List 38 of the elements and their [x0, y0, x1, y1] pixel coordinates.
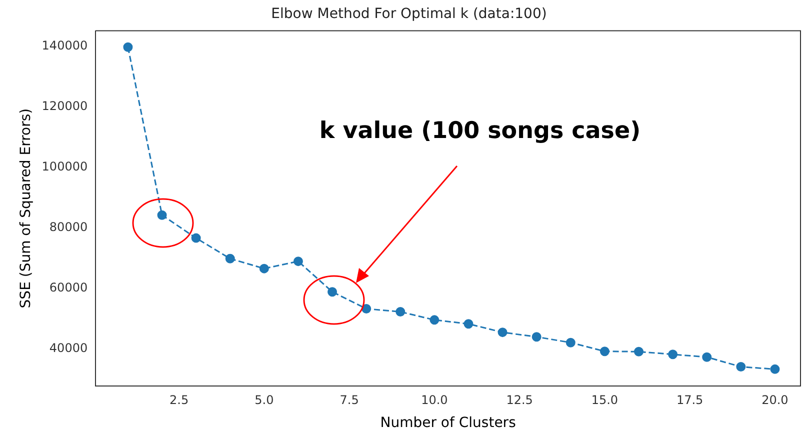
y-tick-label: 140000 — [42, 38, 88, 53]
x-axis-title: Number of Clusters — [380, 415, 516, 432]
point — [157, 210, 167, 220]
point — [770, 364, 780, 374]
annotation: k value (100 songs case) — [319, 118, 641, 144]
x-tick-label: 5.0 — [254, 393, 274, 408]
point — [498, 328, 508, 338]
point — [259, 264, 269, 274]
point — [702, 352, 712, 362]
x-tick-label: 17.5 — [676, 393, 704, 408]
point — [293, 256, 303, 266]
y-tick-label: 100000 — [42, 159, 88, 174]
y-tick-label: 40000 — [49, 340, 88, 355]
x-tick-label: 7.5 — [340, 393, 359, 408]
x-tick-label: 10.0 — [421, 393, 448, 408]
x-tick-label: 20.0 — [762, 393, 788, 408]
chart-title: Elbow Method For Optimal k (data:100) — [271, 6, 547, 22]
x-tick-label: 12.5 — [506, 393, 533, 408]
y-tick-label: 80000 — [49, 220, 88, 234]
x-tick-label: 15.0 — [591, 393, 618, 408]
point — [634, 346, 644, 356]
x-tick-label: 2.5 — [169, 393, 189, 408]
point — [362, 304, 372, 314]
point — [396, 307, 406, 317]
y-tick-label: 60000 — [49, 280, 88, 294]
y-tick-label: 120000 — [42, 99, 88, 114]
point — [566, 338, 576, 348]
point — [430, 315, 440, 325]
point — [736, 362, 746, 372]
point — [328, 287, 338, 297]
y-axis-title: SSE (Sum of Squared Errors) — [18, 108, 34, 308]
point — [123, 42, 133, 52]
point — [191, 233, 201, 243]
point — [225, 254, 235, 264]
point — [532, 332, 542, 342]
point — [668, 350, 678, 360]
point — [600, 346, 610, 356]
point — [464, 319, 474, 329]
